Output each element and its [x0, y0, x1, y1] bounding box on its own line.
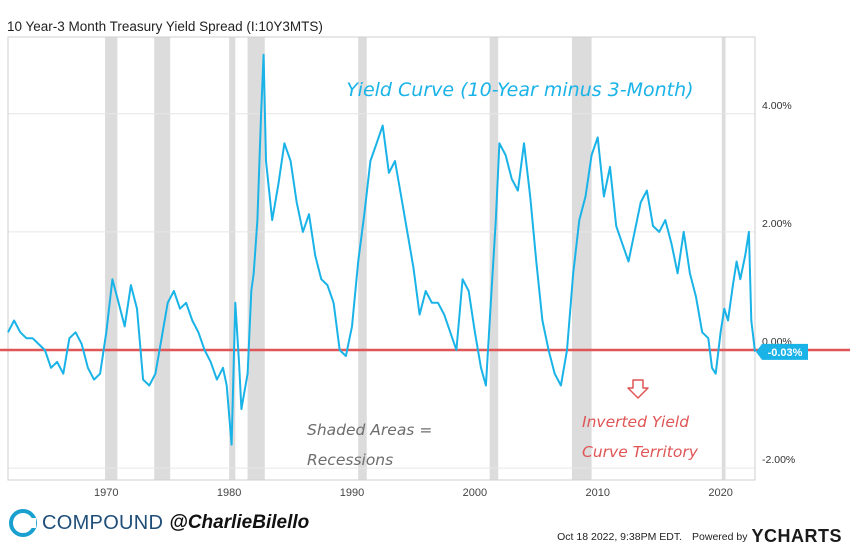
compound-logo-icon	[9, 509, 37, 537]
annotation-headline: Yield Curve (10-Year minus 3-Month)	[346, 79, 693, 101]
annotation-inverted-line2: Curve Territory	[582, 443, 699, 461]
timestamp: Oct 18 2022, 9:38PM EDT.	[557, 530, 683, 543]
y-tick-label: -2.00%	[762, 454, 795, 466]
x-tick-label: 1980	[217, 487, 241, 499]
last-value-label: -0.03%	[768, 347, 803, 359]
x-tick-label: 1990	[340, 487, 364, 499]
last-value-badge: -0.03%	[756, 343, 808, 360]
compound-brand-text: COMPOUND	[42, 511, 164, 534]
powered-by-label: Powered by	[692, 530, 748, 543]
footer-brand: COMPOUND @CharlieBilello	[8, 508, 309, 538]
chart-title: 10 Year-3 Month Treasury Yield Spread (I…	[7, 19, 323, 34]
recession-band	[721, 37, 726, 480]
recession-band	[571, 37, 592, 480]
x-tick-label: 1970	[94, 487, 118, 499]
annotation-shaded-line1: Shaded Areas =	[307, 421, 432, 439]
plot-frame	[7, 36, 756, 481]
x-tick-label: 2000	[463, 487, 487, 499]
x-tick-label: 2010	[585, 487, 609, 499]
author-handle: @CharlieBilello	[169, 512, 310, 533]
series-line-yield-spread	[7, 53, 756, 446]
recession-band	[154, 37, 171, 480]
footer-meta: Oct 18 2022, 9:38PM EDT. Powered by YCHA…	[557, 526, 842, 547]
x-tick-label: 2020	[708, 487, 732, 499]
down-arrow-icon	[627, 379, 649, 399]
annotation-shaded-line2: Recessions	[307, 451, 393, 469]
gridlines	[8, 113, 755, 469]
ycharts-logo[interactable]: YCHARTS	[751, 526, 842, 546]
y-tick-label: 2.00%	[762, 218, 792, 230]
recession-band	[358, 37, 367, 480]
recession-band	[105, 37, 118, 480]
last-value-badge-shape	[756, 343, 808, 360]
y-tick-labels: -2.00%0.00%2.00%4.00%	[762, 100, 795, 466]
y-tick-label: 4.00%	[762, 100, 792, 112]
annotation-inverted-line1: Inverted Yield	[582, 413, 689, 431]
x-tick-labels: 1970 1980 1990 2000 2010 2020	[94, 487, 733, 499]
recession-band	[229, 37, 236, 480]
